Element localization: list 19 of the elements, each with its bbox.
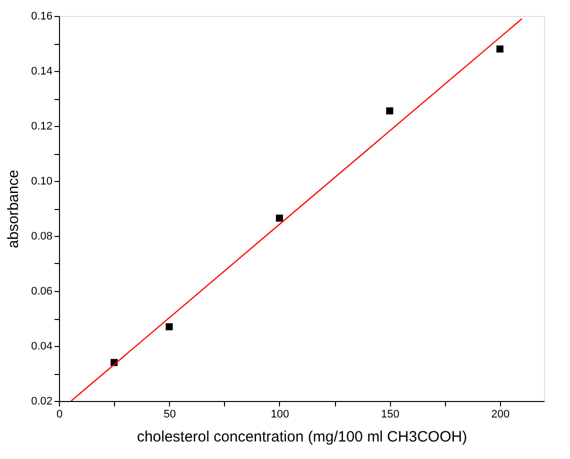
point (386, 107, 394, 114)
x-tick-label: 150 (381, 408, 400, 420)
point (276, 214, 283, 222)
y-tick-label: 0.02 (31, 396, 52, 408)
y-tick-label: 0.08 (31, 230, 52, 242)
point (166, 323, 173, 330)
x-tick-label: 200 (491, 408, 510, 420)
y-axis-title: absorbance (5, 170, 22, 248)
y-tick-label: 0.16 (31, 10, 52, 22)
y-tick-label: 0.06 (31, 286, 52, 298)
y-tick-label: 0.10 (31, 176, 52, 188)
y-tick-label: 0.04 (31, 340, 52, 352)
x-tick-label: 0 (56, 408, 63, 420)
x-tick-label: 100 (270, 408, 290, 420)
x-axis-title: cholesterol concentration (mg/100 ml CH3COOH) (136, 428, 468, 446)
x-tick-label: 50 (164, 408, 176, 420)
y-tick-label: 0.12 (31, 120, 52, 132)
y-tick-label: 0.14 (31, 66, 52, 78)
point (496, 45, 504, 53)
